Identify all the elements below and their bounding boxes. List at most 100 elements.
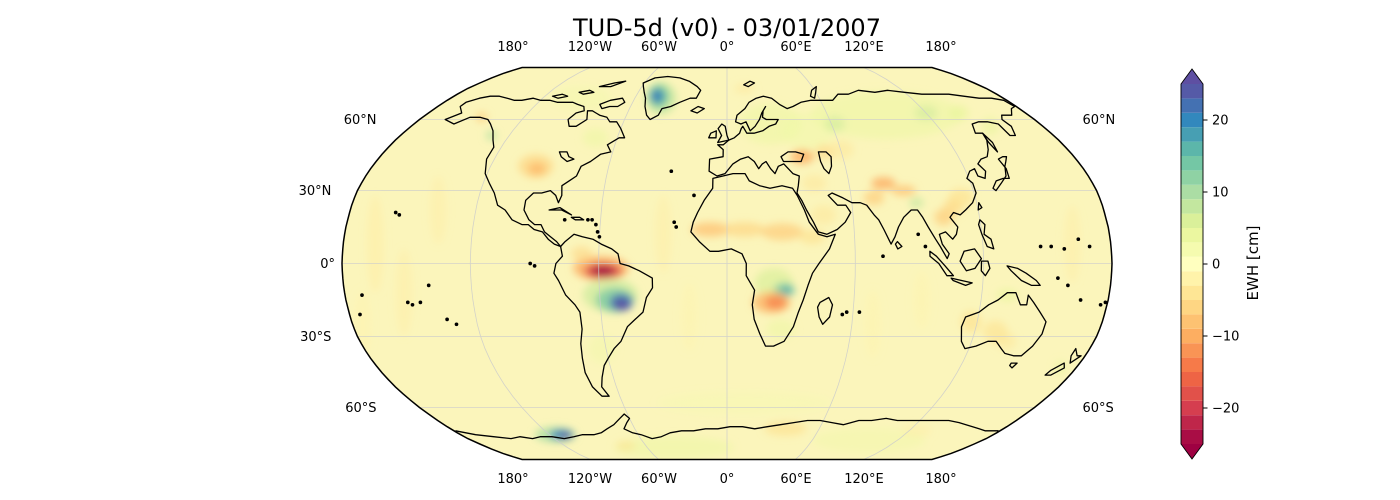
bottom-axis-tick-label: 180° xyxy=(925,472,956,487)
anomaly-blob xyxy=(811,205,837,225)
coastline-path xyxy=(960,292,1047,357)
colorbar-band xyxy=(1181,98,1203,113)
island-speck xyxy=(881,254,885,259)
colorbar-band xyxy=(1181,343,1203,358)
island-speck xyxy=(840,312,845,317)
island-speck xyxy=(562,217,567,222)
anomaly-blob xyxy=(722,222,766,237)
ewh-anomaly-field xyxy=(354,82,1081,459)
right-axis-tick-label: 60°N xyxy=(1083,113,1116,128)
coastline-path xyxy=(929,250,955,277)
meridian-line xyxy=(795,67,856,460)
coastline-path xyxy=(992,156,1010,192)
bottom-axis-tick-label: 120°E xyxy=(844,472,884,487)
coastline-path xyxy=(1044,362,1065,376)
colorbar-band xyxy=(1181,386,1203,401)
colorbar-band xyxy=(1181,429,1203,444)
coastline-path xyxy=(743,80,756,88)
anomaly-blob xyxy=(802,174,827,192)
bottom-axis-tick-label: 120°W xyxy=(568,472,612,487)
coastline-path xyxy=(977,219,995,250)
colorbar-band xyxy=(1181,357,1203,372)
bottom-axis-tick-label: 0° xyxy=(720,472,735,487)
coastlines xyxy=(358,75,1108,440)
island-speck xyxy=(923,244,928,249)
coastline-path xyxy=(642,75,702,121)
island-speck xyxy=(844,310,849,314)
anomaly-blob xyxy=(354,290,372,359)
island-speck xyxy=(1066,283,1070,288)
island-speck xyxy=(1056,276,1060,280)
island-speck xyxy=(528,261,533,266)
anomaly-blob xyxy=(366,195,384,293)
anomaly-blob xyxy=(909,197,924,208)
top-axis-tick-label: 120°W xyxy=(568,40,612,55)
anomaly-blob xyxy=(680,283,698,351)
anomaly-blob xyxy=(429,176,447,244)
colorbar-label: EWH [cm] xyxy=(1244,226,1262,301)
colorbar-band xyxy=(1181,242,1203,257)
anomaly-blob xyxy=(765,295,787,310)
island-speck xyxy=(586,217,590,222)
left-axis-tick-label: 60°N xyxy=(344,113,377,128)
island-speck xyxy=(358,312,362,317)
colorbar-band xyxy=(1181,256,1203,272)
anomaly-blob xyxy=(864,290,881,359)
colorbar: 20 10 0 −10 −20 xyxy=(1180,68,1239,460)
anomaly-blob xyxy=(996,332,1017,350)
colorbar-band xyxy=(1181,415,1203,430)
island-speck xyxy=(1098,302,1103,307)
island-speck xyxy=(857,310,862,314)
anomaly-blob xyxy=(824,116,846,132)
anomaly-blob xyxy=(485,130,497,141)
coastline-path xyxy=(959,248,983,272)
map-layer xyxy=(341,66,1113,461)
colorbar-band xyxy=(1181,184,1203,200)
colorbar-band xyxy=(1181,285,1203,300)
coastline-path xyxy=(817,151,833,175)
anomaly-blob xyxy=(766,319,796,339)
island-speck xyxy=(674,225,679,229)
coastline-path xyxy=(708,89,1017,260)
island-speck xyxy=(1049,244,1054,249)
top-axis-tick-label: 180° xyxy=(925,40,956,55)
colorbar-extend-lower xyxy=(1181,444,1203,459)
left-axis-tick-label: 0° xyxy=(320,257,335,272)
anomaly-blob xyxy=(528,162,546,175)
axis-labels: 180° 120°W 60°W 0° 60°E 120°E 180° 180° 120°W 60°… xyxy=(299,40,1116,487)
colorbar-band xyxy=(1181,228,1203,243)
island-speck xyxy=(1103,300,1108,305)
island-speck xyxy=(672,220,677,225)
coastline-path xyxy=(717,123,730,144)
island-speck xyxy=(532,264,537,268)
meridian-line xyxy=(469,67,591,460)
anomaly-blob xyxy=(582,128,609,148)
meridian-line xyxy=(863,67,985,460)
top-axis-tick-label: 120°E xyxy=(844,40,884,55)
coastline-path xyxy=(1006,265,1041,287)
anomaly-blob xyxy=(810,91,962,140)
coastline-path xyxy=(981,132,999,153)
colorbar-band xyxy=(1181,156,1203,171)
meridian-line xyxy=(598,67,659,460)
island-speck xyxy=(1087,244,1092,249)
anomaly-blob xyxy=(651,89,664,104)
top-axis-tick-label: 60°E xyxy=(780,40,811,55)
coastline-path xyxy=(1069,347,1082,364)
anomaly-blob xyxy=(812,427,926,454)
coastline-path xyxy=(553,233,654,397)
colorbar-band xyxy=(1181,328,1203,344)
colorbar-band xyxy=(1181,314,1203,329)
coastline-path xyxy=(558,151,575,163)
anomaly-blob xyxy=(591,265,615,276)
coastline-path xyxy=(708,130,717,139)
colorbar-outline xyxy=(1180,68,1204,460)
bottom-axis-tick-label: 60°E xyxy=(780,472,811,487)
coastline-path xyxy=(570,216,585,221)
coastline-path xyxy=(548,206,573,216)
coastline-path xyxy=(809,85,817,99)
top-axis-tick-label: 180° xyxy=(497,40,528,55)
graticule xyxy=(342,67,1112,460)
island-speck xyxy=(405,300,410,305)
